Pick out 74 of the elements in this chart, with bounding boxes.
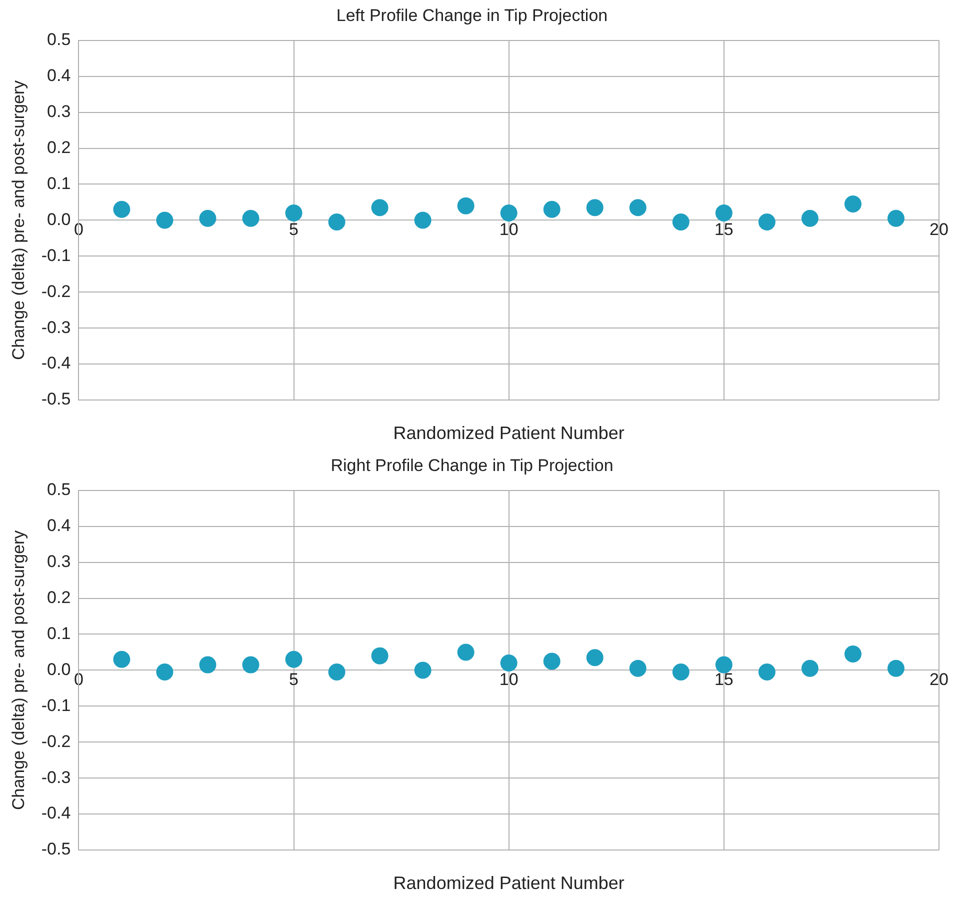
x-tick-label: 5: [289, 670, 299, 690]
y-tick-label: 0.5: [47, 480, 71, 500]
point: [715, 656, 732, 674]
y-tick-label: 0.5: [47, 30, 71, 50]
y-tick-label: -0.5: [41, 390, 71, 409]
y-axis-title: Change (delta) pre- and post-surgery: [8, 530, 28, 810]
point: [500, 654, 518, 672]
point: [242, 656, 260, 674]
y-tick-label: 0.1: [47, 624, 71, 643]
point: [586, 649, 604, 666]
y-tick-label: -0.4: [41, 354, 71, 373]
y-tick-label: 0.3: [47, 552, 71, 572]
point: [801, 210, 818, 227]
chart-title: Right Profile Change in Tip Projection: [330, 456, 614, 475]
point: [629, 660, 646, 677]
point: [156, 664, 174, 680]
point: [457, 197, 474, 214]
point: [586, 199, 604, 216]
chart-title: Left Profile Change in Tip Projection: [336, 6, 608, 25]
y-tick-label: 0.2: [47, 138, 71, 157]
x-tick-label: 10: [499, 670, 518, 690]
point: [758, 664, 776, 680]
point: [629, 199, 646, 216]
point: [328, 214, 346, 230]
x-axis-title: Randomized Patient Number: [393, 422, 624, 443]
point: [199, 656, 216, 674]
point: [156, 212, 174, 229]
y-tick-label: -0.3: [41, 318, 71, 337]
x-tick-label: 10: [499, 220, 518, 240]
y-tick-label: -0.3: [41, 768, 71, 787]
x-tick-label: 5: [289, 220, 299, 240]
y-tick-label: 0.2: [47, 588, 71, 607]
point: [113, 200, 130, 218]
x-tick-label: 15: [714, 670, 734, 690]
y-tick-label: 0.0: [47, 210, 71, 229]
point: [844, 196, 862, 213]
point: [285, 204, 302, 222]
x-tick-label: 20: [930, 670, 948, 690]
x-tick-label: 20: [930, 220, 948, 240]
point: [199, 210, 216, 227]
point: [242, 210, 260, 227]
point: [672, 214, 690, 230]
point: [543, 652, 560, 670]
point: [285, 650, 302, 668]
y-tick-label: -0.4: [41, 804, 71, 823]
x-axis-title: Randomized Patient Number: [393, 872, 624, 893]
y-tick-label: -0.2: [41, 282, 71, 301]
y-tick-label: 0.4: [47, 516, 71, 536]
point: [328, 664, 346, 680]
point: [672, 664, 690, 680]
point: [414, 662, 432, 679]
point: [414, 212, 432, 229]
y-tick-label: 0.3: [47, 102, 71, 122]
point: [543, 200, 560, 218]
point: [371, 199, 388, 216]
point: [457, 644, 474, 661]
point: [500, 204, 518, 222]
y-tick-label: -0.5: [41, 840, 71, 859]
point: [758, 214, 776, 230]
x-tick-label: 15: [714, 220, 734, 240]
point: [801, 660, 818, 677]
point: [715, 204, 732, 222]
point: [887, 660, 904, 677]
point: [844, 646, 862, 663]
y-axis-title: Change (delta) pre- and post-surgery: [8, 80, 28, 360]
point: [887, 210, 904, 227]
y-tick-label: 0.4: [47, 66, 71, 86]
y-tick-label: -0.2: [41, 732, 71, 751]
y-tick-label: -0.1: [41, 696, 71, 715]
y-tick-label: 0.1: [47, 174, 71, 193]
point: [113, 650, 130, 668]
point: [371, 647, 388, 664]
y-tick-label: 0.0: [47, 660, 71, 679]
y-tick-label: -0.1: [41, 246, 71, 265]
